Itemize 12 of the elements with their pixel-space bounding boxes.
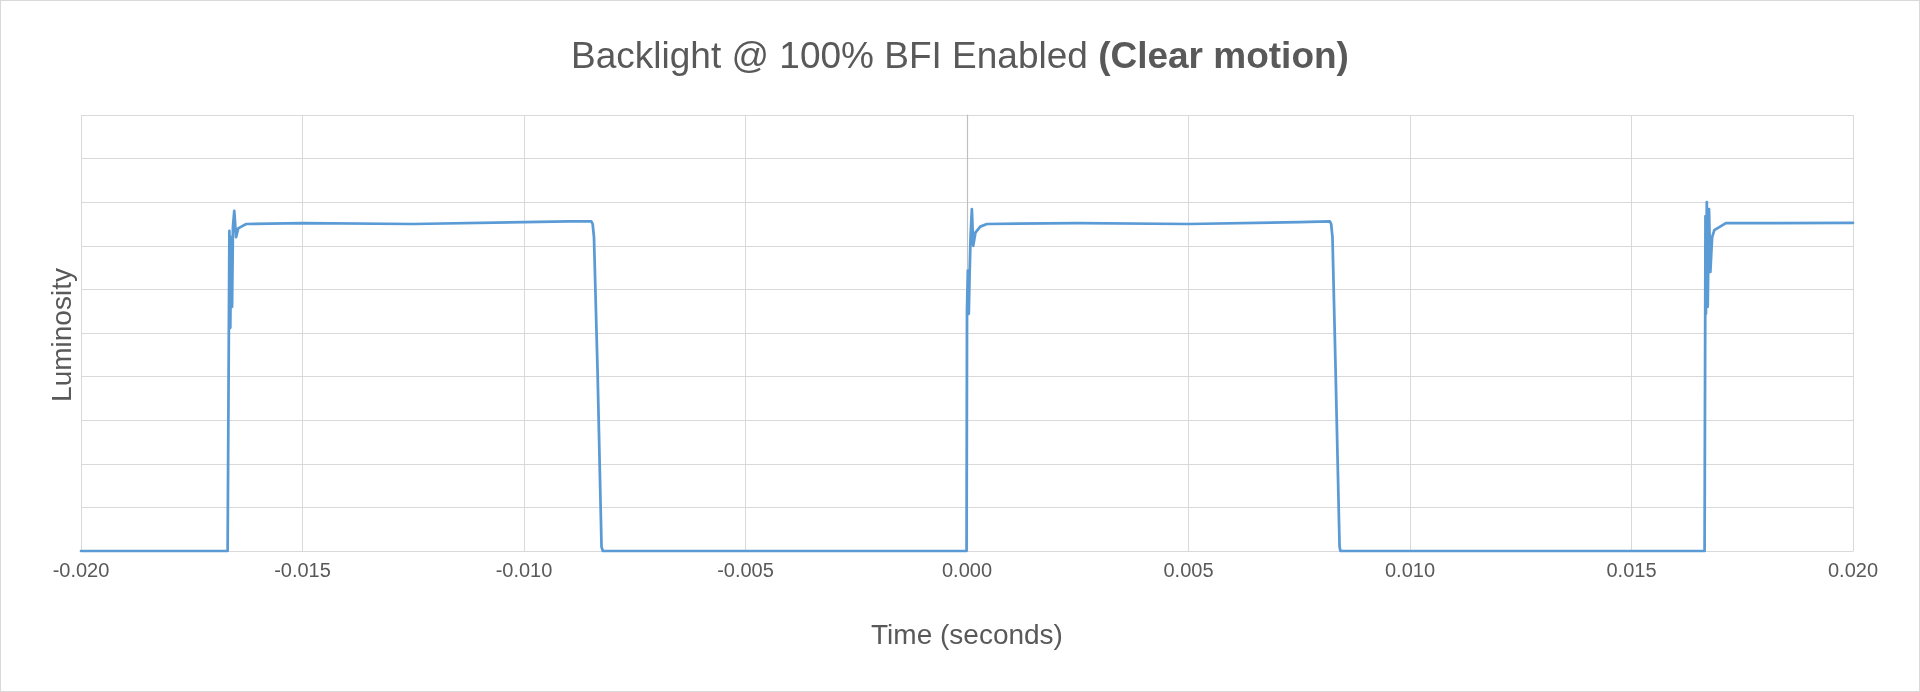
x-tick-label: 0.005 bbox=[1163, 559, 1214, 581]
x-axis-title: Time (seconds) bbox=[871, 618, 1063, 650]
x-tick-label: 0.020 bbox=[1827, 559, 1879, 581]
x-tick-label: 0.015 bbox=[1606, 559, 1657, 581]
x-tick-label: 0.010 bbox=[1384, 559, 1436, 581]
chart-title: Backlight @ 100% BFI Enabled (Clear motion) bbox=[571, 35, 1349, 76]
x-tick-label: -0.015 bbox=[274, 559, 331, 581]
y-axis-title: Luminosity bbox=[45, 268, 77, 402]
x-tick-label: 0.000 bbox=[941, 559, 993, 581]
x-tick-label: -0.020 bbox=[52, 559, 110, 581]
x-tick-label: -0.005 bbox=[717, 559, 774, 581]
x-tick-label: -0.010 bbox=[495, 559, 553, 581]
